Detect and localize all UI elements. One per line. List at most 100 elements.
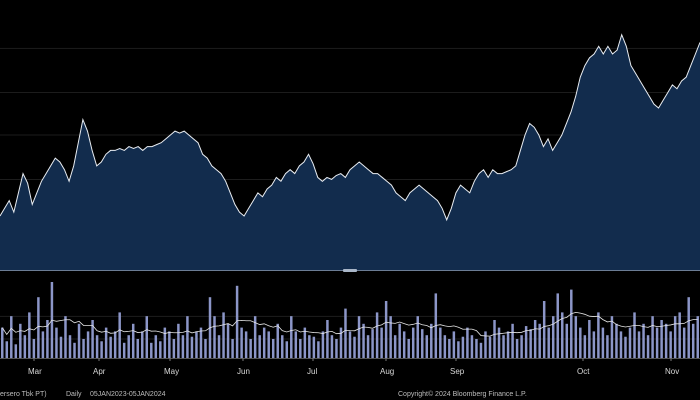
- volume-bar: [226, 323, 230, 358]
- volume-bar: [28, 312, 31, 358]
- volume-bar: [258, 335, 261, 358]
- volume-bar: [610, 316, 614, 358]
- volume-bar: [181, 335, 185, 358]
- volume-bar: [389, 316, 392, 358]
- volume-bar: [579, 327, 582, 358]
- x-axis: Mar Apr May Jun Jul Aug Sep Oct Nov: [0, 358, 700, 376]
- volume-bar: [488, 336, 492, 358]
- volume-bar: [366, 335, 370, 358]
- footer-copyright: Copyright© 2024 Bloomberg Finance L.P.: [398, 390, 527, 398]
- volume-bar: [308, 335, 311, 358]
- volume-bar: [655, 327, 659, 358]
- volume-bar: [100, 341, 103, 358]
- volume-bar: [687, 297, 690, 358]
- volume-bar: [186, 316, 189, 358]
- volume-bar: [55, 327, 58, 358]
- volume-bar: [344, 308, 347, 358]
- volume-bar: [312, 336, 316, 358]
- volume-bar: [253, 316, 257, 358]
- volume-bar: [538, 323, 541, 358]
- volume-bar: [678, 312, 681, 358]
- volume-bar: [637, 331, 641, 358]
- volume-bar: [421, 329, 424, 358]
- volume-bar: [380, 327, 383, 358]
- volume-bar: [606, 335, 609, 358]
- volume-bar: [493, 320, 496, 358]
- volume-bar: [624, 336, 627, 358]
- volume-bar: [122, 342, 126, 358]
- volume-bar: [430, 323, 433, 358]
- volume-bar: [502, 335, 505, 358]
- volume-bar: [574, 316, 578, 358]
- price-line: [0, 33, 700, 222]
- volume-bar: [556, 293, 559, 358]
- volume-bar: [425, 335, 429, 358]
- volume-bar: [177, 323, 180, 358]
- volume-bar: [172, 339, 176, 358]
- volume-bar: [524, 326, 528, 358]
- volume-average-line: [1, 311, 698, 337]
- volume-bar: [497, 327, 501, 358]
- volume-bar: [14, 344, 18, 358]
- volume-bar: [362, 323, 365, 358]
- volume-bar: [150, 342, 153, 358]
- volume-bar: [565, 323, 569, 358]
- volume-bar: [542, 301, 546, 358]
- month-label-mar: Mar: [28, 367, 42, 376]
- volume-bar: [281, 335, 284, 358]
- footer-security-label: ersero Tbk PT): [0, 391, 47, 398]
- volume-bar: [285, 341, 289, 358]
- volume-bar: [402, 331, 406, 358]
- volume-bar: [222, 312, 225, 358]
- volume-bar: [457, 341, 460, 358]
- volume-bar: [646, 335, 650, 358]
- volume-bar: [154, 335, 158, 358]
- volume-bar: [317, 341, 320, 358]
- volume-bar: [660, 320, 663, 358]
- volume-bar: [479, 342, 483, 358]
- volume-bar: [583, 335, 587, 358]
- volume-bar: [240, 327, 243, 358]
- volume-bar: [484, 331, 487, 358]
- volume-bar: [217, 335, 221, 358]
- volume-bar: [294, 331, 298, 358]
- volume-bar: [673, 316, 677, 358]
- volume-bar: [461, 336, 465, 358]
- volume-bar: [118, 312, 121, 358]
- price-area: [0, 34, 700, 271]
- volume-bar: [159, 341, 162, 358]
- volume-bar: [443, 335, 447, 358]
- volume-bar: [64, 316, 67, 358]
- volume-bar: [73, 342, 76, 358]
- volume-bar: [104, 327, 108, 358]
- volume-bar: [588, 320, 591, 358]
- volume-bar: [131, 323, 135, 358]
- volume-bar: [633, 312, 636, 358]
- volume-bar: [411, 327, 415, 358]
- volume-bar: [168, 331, 171, 358]
- month-label-sep: Sep: [450, 367, 465, 376]
- volume-bar: [95, 335, 99, 358]
- volume-bar: [601, 327, 605, 358]
- volume-bar: [195, 331, 198, 358]
- volume-bar: [271, 339, 275, 358]
- volume-bar: [682, 327, 686, 358]
- volume-bar: [37, 297, 40, 358]
- volume-bar: [348, 331, 352, 358]
- volume-bar: [213, 316, 216, 358]
- volume-panel: [1, 282, 699, 358]
- price-panel: [0, 33, 700, 272]
- volume-bar: [520, 335, 523, 358]
- volume-bar: [59, 336, 63, 358]
- footer-frequency: Daily: [66, 391, 82, 398]
- month-label-aug: Aug: [380, 367, 394, 376]
- volume-bar: [163, 327, 167, 358]
- volume-bar: [561, 312, 564, 358]
- volume-bar: [46, 320, 49, 358]
- volume-bar: [416, 316, 419, 358]
- volume-bar: [199, 327, 203, 358]
- volume-bar: [669, 331, 672, 358]
- month-label-jul: Jul: [307, 367, 317, 376]
- volume-bar: [448, 339, 451, 358]
